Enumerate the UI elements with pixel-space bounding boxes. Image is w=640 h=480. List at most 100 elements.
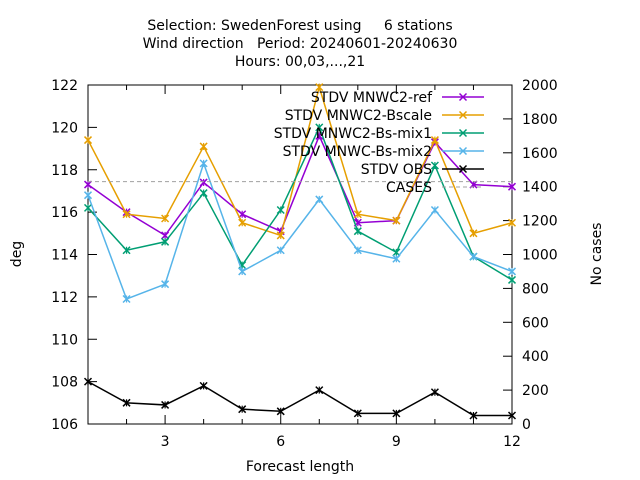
legend-label: STDV MNWC2-Bs-mix1 xyxy=(274,126,432,142)
legend-entry-5: CASES xyxy=(386,180,484,196)
data-point xyxy=(161,400,170,409)
title-line-1: Selection: SwedenForest using 6 stations xyxy=(147,18,452,34)
data-point xyxy=(392,409,401,418)
series-line xyxy=(87,133,513,237)
data-point xyxy=(430,161,439,170)
series-layer xyxy=(83,83,517,420)
data-point xyxy=(199,381,208,390)
y2-tick-label: 2000 xyxy=(522,78,558,94)
legend-entry-2: STDV MNWC2-Bs-mix1 xyxy=(274,126,484,142)
data-point xyxy=(315,195,324,204)
data-point xyxy=(507,411,517,420)
y-tick-label: 122 xyxy=(51,78,78,94)
x-tick-label: 3 xyxy=(161,434,170,450)
x-tick-label: 12 xyxy=(503,434,521,450)
legend-marker xyxy=(458,110,468,120)
data-point xyxy=(315,83,324,92)
y2-tick-label: 1800 xyxy=(522,112,558,128)
y2-tick-label: 400 xyxy=(522,349,549,365)
data-point xyxy=(392,254,401,263)
data-point xyxy=(83,377,93,386)
legend-entry-1: STDV MNWC2-Bscale xyxy=(285,108,484,124)
series-line xyxy=(87,84,513,237)
series-3 xyxy=(83,159,517,304)
legend-entry-4: STDV OBS xyxy=(361,162,484,178)
legend-label: STDV OBS xyxy=(361,162,432,178)
data-point xyxy=(83,191,93,200)
y-axis-label: deg xyxy=(9,241,25,267)
title-line-3: Hours: 00,03,...,21 xyxy=(235,54,365,70)
data-point xyxy=(238,267,247,276)
y-tick-label: 116 xyxy=(51,205,78,221)
data-point xyxy=(507,182,517,191)
y-tick-label: 120 xyxy=(51,120,78,136)
series-4 xyxy=(83,377,517,420)
data-point xyxy=(161,214,170,223)
x-axis-label: Forecast length xyxy=(246,459,354,475)
series-line xyxy=(87,380,512,417)
data-point xyxy=(83,136,93,145)
y2-tick-label: 1400 xyxy=(522,180,558,196)
y-tick-label: 112 xyxy=(51,290,78,306)
y2-axis-label: No cases xyxy=(589,223,605,286)
legend-label: STDV MNWC2-ref xyxy=(311,90,433,106)
series-1 xyxy=(83,83,517,240)
legend-label: CASES xyxy=(386,180,432,196)
data-point xyxy=(161,280,170,289)
data-point xyxy=(353,246,362,255)
data-point xyxy=(315,123,324,132)
series-line xyxy=(87,125,513,281)
data-point xyxy=(507,275,517,284)
data-point xyxy=(122,210,131,219)
legend-label: STDV MNWC2-Bscale xyxy=(285,108,432,124)
legend-label: STDV MNWC-Bs-mix2 xyxy=(283,144,432,160)
title-line-2: Wind direction Period: 20240601-20240630 xyxy=(143,36,458,52)
y2-tick-label: 600 xyxy=(522,315,549,331)
data-point xyxy=(199,189,208,198)
y-tick-label: 118 xyxy=(51,163,78,179)
data-point xyxy=(430,388,439,397)
data-point xyxy=(276,407,285,416)
data-point xyxy=(353,210,362,219)
data-point xyxy=(83,203,93,212)
x-tick-label: 6 xyxy=(276,434,285,450)
y2-tick-label: 1200 xyxy=(522,214,558,230)
axis-ticks: 106 108 110 112 114 116 118 120 122 0 200 400 600 800… xyxy=(51,78,557,450)
data-point xyxy=(430,136,439,145)
legend: STDV MNWC2-ref STDV MNWC2-Bscale STDV MNWC… xyxy=(274,90,484,196)
data-point xyxy=(122,398,131,407)
data-point xyxy=(315,386,324,395)
data-point xyxy=(353,227,362,236)
data-point xyxy=(83,180,93,189)
legend-marker xyxy=(458,164,468,174)
y2-tick-label: 200 xyxy=(522,383,549,399)
data-point xyxy=(122,294,131,304)
y2-tick-label: 1600 xyxy=(522,146,558,162)
data-point xyxy=(199,178,208,187)
y-tick-label: 110 xyxy=(51,332,78,348)
data-point xyxy=(469,411,478,420)
data-point xyxy=(276,205,285,215)
data-point xyxy=(161,237,170,246)
data-point xyxy=(276,246,285,255)
legend-marker xyxy=(458,92,468,102)
data-point xyxy=(430,205,439,215)
y2-tick-label: 1000 xyxy=(522,248,558,264)
data-point xyxy=(276,231,285,240)
y-tick-label: 106 xyxy=(51,417,78,433)
legend-entry-0: STDV MNWC2-ref xyxy=(311,90,484,106)
data-point xyxy=(199,159,208,168)
chart-title: Selection: SwedenForest using 6 stations… xyxy=(143,18,458,70)
legend-marker xyxy=(458,128,468,138)
data-point xyxy=(469,252,478,261)
y2-tick-label: 800 xyxy=(522,281,549,297)
data-point xyxy=(353,409,362,418)
data-point xyxy=(507,267,517,276)
data-point xyxy=(122,246,131,255)
y-tick-label: 114 xyxy=(51,248,78,264)
data-point xyxy=(507,218,517,227)
data-point xyxy=(392,216,401,225)
data-point xyxy=(199,142,208,151)
